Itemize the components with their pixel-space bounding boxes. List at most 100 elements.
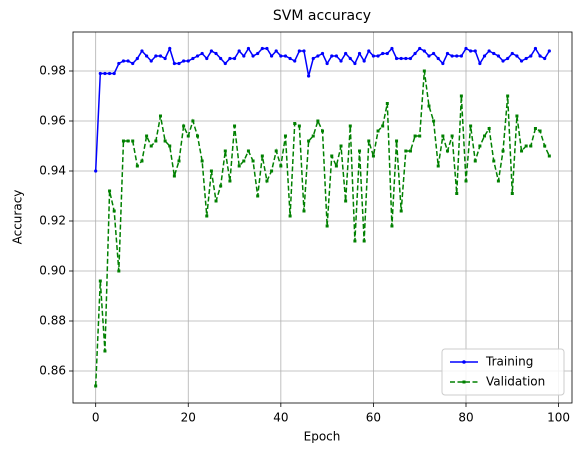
point	[367, 49, 371, 53]
point	[131, 61, 135, 66]
series-line	[94, 46, 550, 172]
point	[121, 139, 125, 143]
legend-marker	[462, 380, 466, 384]
point	[330, 154, 334, 158]
x-tick-label: 100	[547, 411, 570, 425]
point	[163, 139, 167, 143]
point	[288, 56, 292, 61]
point	[376, 54, 380, 58]
point	[459, 94, 463, 98]
point	[478, 144, 482, 148]
point	[395, 139, 399, 143]
point	[408, 149, 412, 153]
point	[293, 122, 297, 125]
point	[108, 189, 112, 193]
point	[168, 46, 172, 51]
x-tick-label: 40	[273, 411, 288, 425]
point	[455, 54, 459, 58]
point	[524, 144, 528, 148]
point	[158, 114, 162, 118]
point	[297, 124, 301, 128]
point	[251, 159, 255, 163]
point	[223, 149, 227, 153]
point	[381, 124, 385, 128]
point	[302, 209, 306, 213]
y-tick-label: 0.94	[39, 164, 66, 178]
point	[325, 61, 329, 66]
point	[422, 69, 426, 73]
point	[427, 54, 431, 58]
point	[348, 124, 352, 128]
x-axis-label: Epoch	[304, 430, 341, 444]
point	[135, 164, 139, 168]
point	[228, 179, 232, 183]
point	[140, 49, 144, 53]
point	[145, 134, 149, 138]
point	[209, 169, 213, 173]
y-tick-label: 0.98	[39, 64, 66, 78]
point	[126, 139, 130, 143]
point	[237, 49, 241, 53]
y-tick-label: 0.92	[39, 214, 66, 228]
legend-box	[441, 348, 565, 396]
point	[158, 54, 163, 58]
point	[149, 144, 153, 148]
point	[265, 46, 269, 51]
point	[450, 134, 454, 138]
point	[256, 51, 260, 56]
y-tick-label: 0.88	[39, 314, 66, 328]
point	[408, 56, 413, 61]
point	[200, 51, 204, 56]
point	[191, 56, 195, 61]
point	[501, 149, 505, 153]
point	[233, 124, 237, 128]
point	[547, 154, 551, 158]
point	[103, 71, 107, 76]
point	[404, 56, 408, 61]
point	[177, 61, 181, 66]
point	[140, 159, 144, 163]
point	[163, 56, 167, 61]
point	[117, 269, 121, 273]
point	[381, 51, 385, 56]
point	[270, 169, 274, 173]
point	[339, 59, 343, 63]
point	[251, 54, 255, 58]
point	[506, 56, 510, 61]
point	[418, 134, 422, 138]
point	[182, 59, 186, 63]
y-axis-label: Accuracy	[11, 190, 25, 245]
point	[510, 192, 514, 195]
point	[274, 49, 278, 53]
point	[390, 224, 394, 228]
point	[205, 56, 209, 61]
point	[469, 124, 473, 128]
point	[478, 61, 482, 66]
point	[436, 56, 440, 61]
point	[519, 59, 524, 63]
point	[334, 164, 338, 168]
point	[302, 49, 306, 53]
point	[279, 54, 283, 58]
point	[149, 59, 153, 63]
point	[334, 54, 338, 58]
point	[390, 46, 394, 51]
point	[427, 104, 431, 108]
point	[515, 54, 519, 58]
point	[269, 54, 274, 58]
point	[529, 144, 533, 148]
point	[135, 56, 139, 61]
point	[242, 159, 246, 163]
point	[464, 46, 468, 51]
point	[445, 149, 449, 153]
point	[177, 159, 181, 163]
point	[154, 54, 158, 58]
point	[246, 46, 251, 51]
point	[487, 127, 491, 130]
point	[436, 164, 440, 168]
point	[371, 154, 375, 158]
point	[172, 61, 176, 66]
point	[362, 239, 366, 243]
point	[506, 94, 510, 98]
point	[209, 49, 214, 53]
